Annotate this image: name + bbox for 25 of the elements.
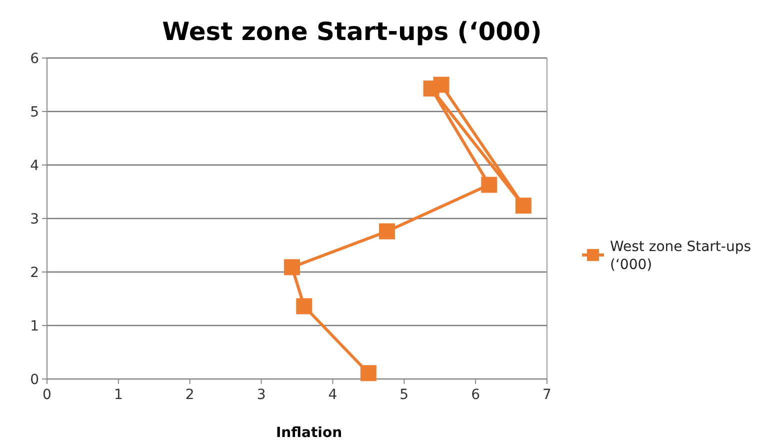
point — [379, 223, 395, 240]
point — [481, 176, 498, 193]
x-tick-label: 6 — [471, 387, 480, 403]
y-tick-label: 6 — [30, 51, 40, 67]
point — [360, 365, 376, 382]
x-tick-label: 0 — [42, 387, 52, 403]
y-tick-label: 0 — [30, 372, 39, 388]
point — [284, 259, 300, 276]
y-tick-label: 2 — [30, 265, 39, 281]
x-tick-label: 7 — [542, 387, 552, 403]
point — [515, 198, 532, 214]
chart-title: West zone Start-ups (‘000) — [162, 17, 542, 46]
y-tick-label: 5 — [30, 104, 39, 120]
point — [433, 76, 450, 93]
x-tick-label: 5 — [400, 387, 409, 403]
x-tick-label: 4 — [328, 387, 338, 403]
x-axis-title: Inflation — [276, 425, 342, 441]
y-tick-label: 3 — [30, 212, 39, 228]
point — [296, 298, 312, 314]
y-tick-label: 1 — [30, 318, 39, 334]
x-tick-label: 2 — [185, 387, 194, 403]
x-tick-label: 3 — [256, 387, 266, 403]
y-tick-label: 4 — [30, 158, 40, 174]
legend-label: West zone Start-ups (‘000) — [610, 239, 752, 273]
x-tick-label: 1 — [114, 387, 123, 403]
